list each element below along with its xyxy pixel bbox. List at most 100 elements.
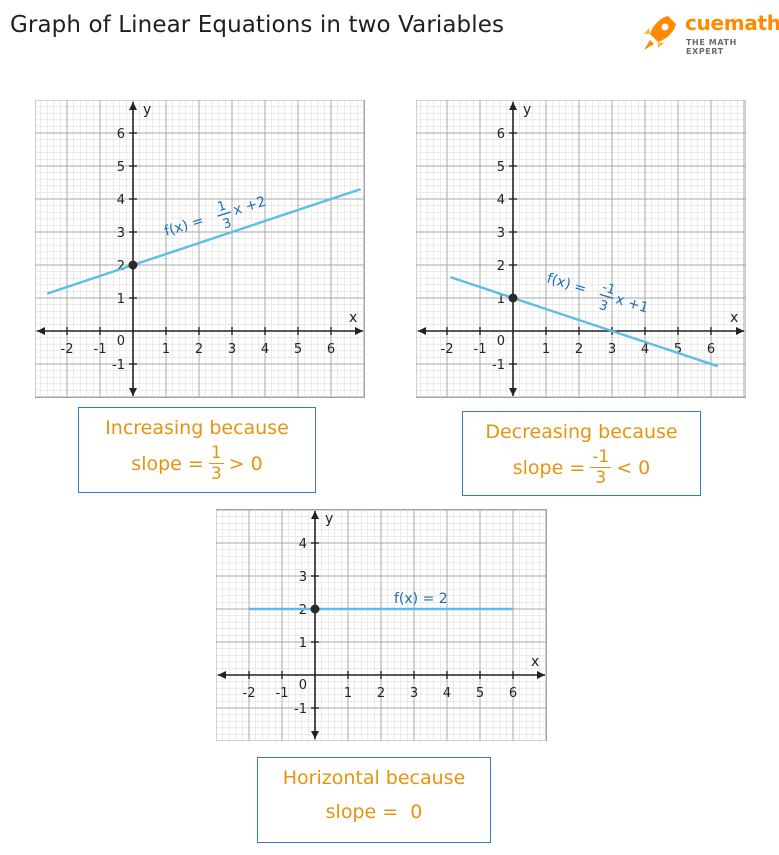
x-tick-label: 2 <box>195 342 203 357</box>
equation-label: f(x) = 2 <box>394 591 448 607</box>
rocket-icon <box>644 16 676 50</box>
x-axis-arrow-left <box>418 327 426 335</box>
y-tick-label: 4 <box>299 537 307 552</box>
graph-decreasing: -2 -1 1 2 3 4 5 6 -1 1 2 3 4 5 6 0 x y f(x) = -1 3 x +1 <box>416 100 746 398</box>
slope-numerator: -1 <box>590 447 612 468</box>
equation-numerator: -1 <box>600 280 617 298</box>
box-horizontal-title: Horizontal because <box>282 767 466 789</box>
x-axis-arrow-left <box>37 327 45 335</box>
box-decreasing: Decreasing because slope = -1 3 < 0 <box>462 411 701 496</box>
y-tick-label: 1 <box>117 292 125 307</box>
x-tick-label: -2 <box>243 686 256 701</box>
y-axis-arrow-up <box>129 102 137 110</box>
x-tick-label: -1 <box>276 686 289 701</box>
y-tick-label: 3 <box>497 226 505 241</box>
page-title: Graph of Linear Equations in two Variabl… <box>10 12 505 38</box>
slope-denominator: 3 <box>595 468 607 488</box>
graph-increasing: -2 -1 1 2 3 4 5 6 -1 1 2 3 4 5 6 0 x y f(x) = 1 3 x +2 <box>35 100 365 398</box>
box-increasing-title: Increasing because <box>105 417 289 439</box>
y-tick-label: 2 <box>299 603 307 618</box>
slope-denominator: 3 <box>210 464 222 484</box>
graph-horizontal: -2 -1 1 2 3 4 5 6 -1 1 2 3 4 0 x y f(x) = 2 <box>216 509 547 741</box>
origin-label: 0 <box>497 334 505 349</box>
slope-fraction: 1 3 <box>208 443 224 484</box>
x-tick-label: -2 <box>61 342 74 357</box>
x-tick-label: 5 <box>674 342 682 357</box>
y-axis-arrow-up <box>311 511 319 519</box>
origin-label: 0 <box>117 334 125 349</box>
x-tick-label: 6 <box>509 686 517 701</box>
x-tick-label: -2 <box>441 342 454 357</box>
x-tick-label: 1 <box>344 686 352 701</box>
box-decreasing-title: Decreasing because <box>485 421 678 443</box>
y-tick-label: 3 <box>299 570 307 585</box>
function-line <box>46 187 362 295</box>
box-increasing-slope: slope = 1 3 > 0 <box>79 445 315 483</box>
y-intercept-point <box>310 604 320 614</box>
graph-frame <box>35 100 365 398</box>
y-intercept-point <box>508 293 518 303</box>
x-tick-label: 5 <box>476 686 484 701</box>
y-tick-label: 1 <box>497 292 505 307</box>
equation-fraction-bar <box>599 293 614 299</box>
y-tick-label: 6 <box>497 127 505 142</box>
equation-fraction-bar <box>217 211 232 217</box>
y-axis-label: y <box>523 102 531 118</box>
x-tick-label: 2 <box>377 686 385 701</box>
y-tick-label: -1 <box>294 702 307 717</box>
logo-name: cuemath <box>685 11 779 35</box>
y-tick-label: 3 <box>117 226 125 241</box>
x-tick-label: 4 <box>641 342 649 357</box>
x-tick-label: 6 <box>707 342 715 357</box>
y-intercept-point <box>128 260 138 270</box>
box-horizontal: Horizontal because slope = 0 <box>257 757 491 843</box>
y-tick-label: -1 <box>112 358 125 373</box>
x-tick-label: 1 <box>162 342 170 357</box>
y-axis-label: y <box>143 102 151 118</box>
y-axis-arrow-up <box>509 102 517 110</box>
x-axis-arrow-right <box>736 327 744 335</box>
x-axis-arrow-right <box>537 671 545 679</box>
graph-horizontal-canvas: -2 -1 1 2 3 4 5 6 -1 1 2 3 4 0 x y f(x) = 2 <box>216 509 547 741</box>
x-tick-label: -1 <box>474 342 487 357</box>
box-horizontal-slope: slope = 0 <box>258 801 490 823</box>
y-tick-label: -1 <box>492 358 505 373</box>
x-tick-label: 2 <box>575 342 583 357</box>
x-tick-label: 1 <box>542 342 550 357</box>
slope-suffix: > 0 <box>228 453 263 475</box>
y-tick-label: 4 <box>497 193 505 208</box>
y-tick-label: 5 <box>497 160 505 175</box>
x-tick-label: 5 <box>294 342 302 357</box>
y-tick-label: 5 <box>117 160 125 175</box>
y-tick-label: 1 <box>299 636 307 651</box>
box-decreasing-slope: slope = -1 3 < 0 <box>463 449 700 487</box>
y-tick-label: 2 <box>117 259 125 274</box>
logo-tagline: THE MATH EXPERT <box>686 38 737 56</box>
x-tick-label: -1 <box>94 342 107 357</box>
slope-numerator: 1 <box>208 443 224 464</box>
x-axis-label: x <box>349 310 357 326</box>
slope-text: slope = 0 <box>325 801 423 823</box>
x-axis-label: x <box>730 310 738 326</box>
y-axis-arrow-down <box>311 731 319 739</box>
slope-prefix: slope = <box>512 457 586 479</box>
y-tick-label: 4 <box>117 193 125 208</box>
y-axis-label: y <box>325 511 333 527</box>
function-line <box>449 275 718 368</box>
x-tick-label: 6 <box>327 342 335 357</box>
x-tick-label: 3 <box>228 342 236 357</box>
x-tick-label: 4 <box>443 686 451 701</box>
y-axis-arrow-down <box>509 388 517 396</box>
x-tick-label: 4 <box>261 342 269 357</box>
logo: cuemath THE MATH EXPERT <box>638 10 779 56</box>
x-axis-arrow-left <box>218 671 226 679</box>
x-axis-arrow-right <box>355 327 363 335</box>
x-tick-label: 3 <box>608 342 616 357</box>
slope-fraction: -1 3 <box>590 447 612 488</box>
slope-prefix: slope = <box>131 453 204 475</box>
x-tick-label: 3 <box>410 686 418 701</box>
x-axis-label: x <box>531 654 539 670</box>
origin-label: 0 <box>299 678 307 693</box>
